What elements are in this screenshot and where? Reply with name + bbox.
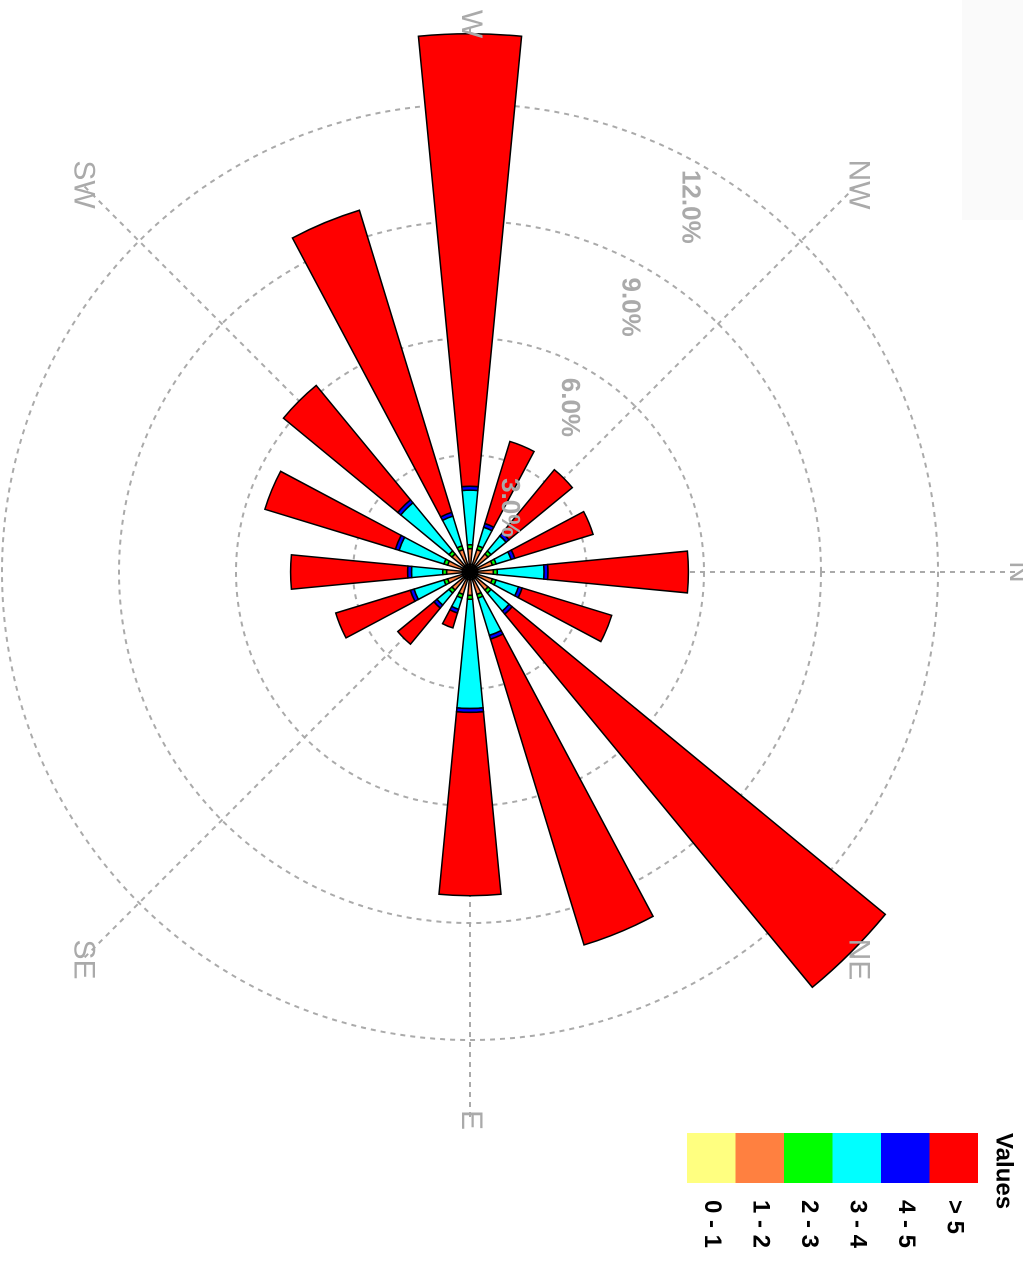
r-tick-label: 6.0% [556, 378, 586, 437]
legend-label: 2 - 3 [796, 1200, 823, 1248]
legend-label: > 5 [941, 1200, 968, 1234]
panel [962, 0, 1023, 220]
wedge [334, 589, 416, 639]
labels: 3.0% 6.0% 9.0% 12.0% N NE E SE SW W NW [68, 10, 1023, 1130]
wedge [456, 598, 484, 710]
direction-label: SW [68, 160, 101, 209]
wedge [466, 547, 474, 566]
direction-label: N [1003, 561, 1023, 583]
wedge [476, 568, 495, 576]
wedge [289, 553, 409, 591]
wedge [441, 608, 459, 629]
legend-label: 4 - 5 [893, 1200, 920, 1248]
marks [263, 33, 887, 989]
legend-swatch [784, 1133, 833, 1183]
legend-label: 0 - 1 [699, 1200, 726, 1248]
wedge [466, 578, 474, 597]
wedge [417, 33, 523, 488]
legend-swatch [735, 1133, 784, 1183]
direction-label: NW [843, 160, 876, 211]
wedge [445, 568, 464, 576]
wedge [396, 600, 442, 646]
legend-label: 3 - 4 [844, 1200, 871, 1249]
direction-label: E [455, 1110, 488, 1130]
wedge [282, 384, 412, 514]
wedge [496, 564, 545, 580]
direction-label: SE [68, 939, 101, 979]
direction-label: NE [843, 939, 876, 981]
legend-label: 1 - 2 [747, 1200, 774, 1248]
wedge [510, 510, 595, 560]
wedge [517, 587, 613, 643]
wedge [483, 440, 536, 529]
wedge [291, 209, 453, 518]
wedge [503, 605, 887, 989]
r-tick-label: 12.0% [677, 170, 707, 244]
wedge [263, 470, 403, 551]
wedge [501, 468, 574, 541]
wedge [438, 710, 502, 897]
r-tick-label: 9.0% [616, 278, 646, 337]
wedge [410, 565, 444, 579]
legend-swatch [687, 1133, 736, 1183]
wedge [546, 550, 690, 594]
legend-swatch [832, 1133, 881, 1183]
grid-ring [1, 103, 939, 1041]
r-tick-label: 3.0% [496, 478, 526, 537]
wedge [489, 632, 655, 946]
direction-label: W [455, 10, 488, 39]
legend-swatch [929, 1133, 978, 1183]
legend-swatch [881, 1133, 930, 1183]
legend-title: Values [991, 1133, 1018, 1209]
wedge [493, 579, 520, 597]
wedge [461, 489, 479, 546]
